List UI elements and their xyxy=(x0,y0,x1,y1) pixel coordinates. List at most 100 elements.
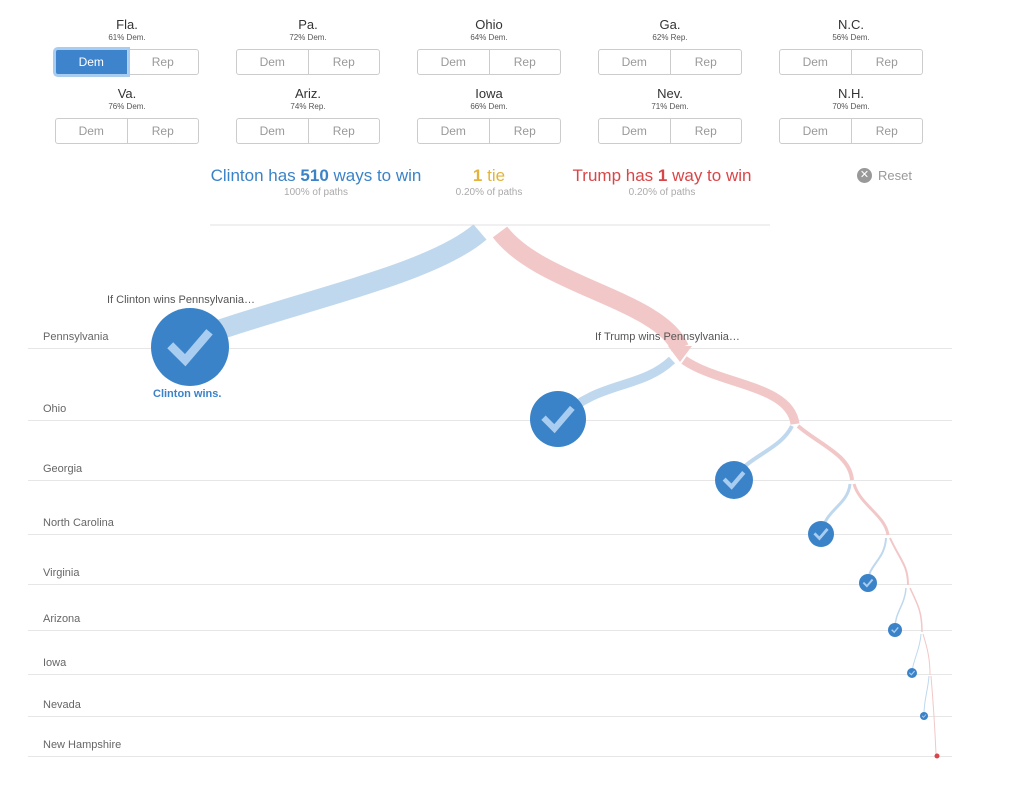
row-divider xyxy=(28,584,952,585)
dem-rep-toggle: Dem Rep xyxy=(417,118,561,144)
row-label: Virginia xyxy=(43,567,80,579)
state-probability: 66% Dem. xyxy=(470,102,508,111)
tie-label: tie xyxy=(482,166,506,185)
dem-button[interactable]: Dem xyxy=(621,55,647,69)
rep-button[interactable]: Rep xyxy=(669,50,742,74)
clinton-summary-prefix: Clinton has xyxy=(210,166,301,185)
state-probability: 70% Dem. xyxy=(832,102,870,111)
trump-summary: Trump has 1 way to win 0.20% of paths xyxy=(560,166,764,199)
state-toggle-group: Nev. 71% Dem. Dem Rep xyxy=(598,86,742,144)
state-name: Va. xyxy=(117,86,137,101)
state-probability: 72% Dem. xyxy=(289,33,327,42)
clinton-paths-percent: 100% of paths xyxy=(284,187,348,198)
state-probability: 64% Dem. xyxy=(470,33,508,42)
dem-rep-toggle: Dem Rep xyxy=(598,118,742,144)
iowa-rep-branch xyxy=(922,633,931,676)
state-toggle-group: Ariz. 74% Rep. Dem Rep xyxy=(236,86,380,144)
row-label: Nevada xyxy=(43,699,81,711)
row-divider xyxy=(28,674,952,675)
state-probability: 76% Dem. xyxy=(108,102,146,111)
dem-button[interactable]: Dem xyxy=(259,124,285,138)
dem-rep-toggle: Dem Rep xyxy=(779,49,923,75)
row-divider xyxy=(28,348,952,349)
rep-button[interactable]: Rep xyxy=(307,119,380,143)
rep-button[interactable]: Rep xyxy=(488,50,561,74)
rep-button[interactable]: Rep xyxy=(850,119,923,143)
check-icon xyxy=(715,461,753,499)
row-divider xyxy=(28,420,952,421)
state-probability: 71% Dem. xyxy=(651,102,689,111)
dem-button[interactable]: Dem xyxy=(78,124,104,138)
clinton-summary: Clinton has 510 ways to win 100% of path… xyxy=(204,166,428,199)
dem-rep-toggle: Dem Rep xyxy=(779,118,923,144)
state-probability: 61% Dem. xyxy=(108,33,146,42)
state-name: N.H. xyxy=(838,86,864,101)
state-toggle-group: Iowa 66% Dem. Dem Rep xyxy=(417,86,561,144)
state-toggle-group: Va. 76% Dem. Dem Rep xyxy=(55,86,199,144)
clinton-summary-suffix: ways to win xyxy=(328,166,422,185)
rep-button[interactable]: Rep xyxy=(669,119,742,143)
state-name: Pa. xyxy=(298,17,318,32)
reset-button[interactable]: ✕ Reset xyxy=(857,168,912,183)
state-probability: 56% Dem. xyxy=(832,33,870,42)
rep-button[interactable]: Rep xyxy=(850,50,923,74)
state-name: Fla. xyxy=(116,17,138,32)
state-probability: 74% Rep. xyxy=(290,102,326,111)
dem-button[interactable]: Dem xyxy=(56,50,127,74)
georgia-rep-branch xyxy=(796,424,854,481)
dem-rep-toggle: Dem Rep xyxy=(236,49,380,75)
row-divider xyxy=(28,630,952,631)
trump-ways-count: 1 xyxy=(657,166,668,185)
state-name: N.C. xyxy=(838,17,864,32)
state-toggle-group: N.H. 70% Dem. Dem Rep xyxy=(779,86,923,144)
dem-rep-toggle: Dem Rep xyxy=(598,49,742,75)
clinton-ways-count: 510 xyxy=(300,166,329,185)
state-toggle-group: Fla. 61% Dem. Dem Rep xyxy=(55,17,199,75)
iowa-dem-branch xyxy=(911,633,922,673)
clinton-wins-label: Clinton wins. xyxy=(153,388,222,400)
az-dem-branch xyxy=(894,587,907,629)
state-name: Iowa xyxy=(475,86,503,101)
dem-button[interactable]: Dem xyxy=(440,124,466,138)
trump-branch-arrow xyxy=(668,346,692,362)
state-name: Ohio xyxy=(475,17,503,32)
dem-button[interactable]: Dem xyxy=(621,124,647,138)
va-rep-branch xyxy=(889,537,909,586)
rep-button[interactable]: Rep xyxy=(307,50,380,74)
dem-button[interactable]: Dem xyxy=(259,55,285,69)
dem-button[interactable]: Dem xyxy=(440,55,466,69)
state-toggle-group: Pa. 72% Dem. Dem Rep xyxy=(236,17,380,75)
state-toggle-group: N.C. 56% Dem. Dem Rep xyxy=(779,17,923,75)
dem-button[interactable]: Dem xyxy=(802,124,828,138)
check-icon xyxy=(888,623,902,637)
rep-button[interactable]: Rep xyxy=(488,119,561,143)
nevada-rep-branch xyxy=(930,675,937,755)
state-name: Ariz. xyxy=(295,86,321,101)
clinton-pennsylvania-branch xyxy=(186,224,487,350)
check-icon xyxy=(530,391,586,447)
row-divider xyxy=(28,716,952,717)
state-probability: 62% Rep. xyxy=(652,33,688,42)
reset-label: Reset xyxy=(878,168,912,183)
check-icon xyxy=(859,574,877,592)
row-label: Ohio xyxy=(43,403,67,415)
row-label: Georgia xyxy=(43,463,83,475)
row-label: North Carolina xyxy=(43,517,114,529)
dem-rep-toggle: Dem Rep xyxy=(417,49,561,75)
row-label: Pennsylvania xyxy=(43,331,109,343)
trump-paths-percent: 0.20% of paths xyxy=(628,187,696,198)
nevada-dem-branch xyxy=(923,675,930,715)
if-trump-annotation: If Trump wins Pennsylvania… xyxy=(595,331,740,343)
dem-button[interactable]: Dem xyxy=(802,55,828,69)
state-name: Nev. xyxy=(657,86,683,101)
row-label: New Hampshire xyxy=(43,739,122,751)
close-circle-icon: ✕ xyxy=(857,168,872,183)
row-label: Iowa xyxy=(43,657,67,669)
row-divider xyxy=(28,480,952,481)
rep-button[interactable]: Rep xyxy=(126,50,199,74)
if-clinton-annotation: If Clinton wins Pennsylvania… xyxy=(107,294,255,306)
trump-summary-prefix: Trump has xyxy=(572,166,658,185)
rep-button[interactable]: Rep xyxy=(126,119,199,143)
trump-pennsylvania-branch xyxy=(492,226,689,353)
